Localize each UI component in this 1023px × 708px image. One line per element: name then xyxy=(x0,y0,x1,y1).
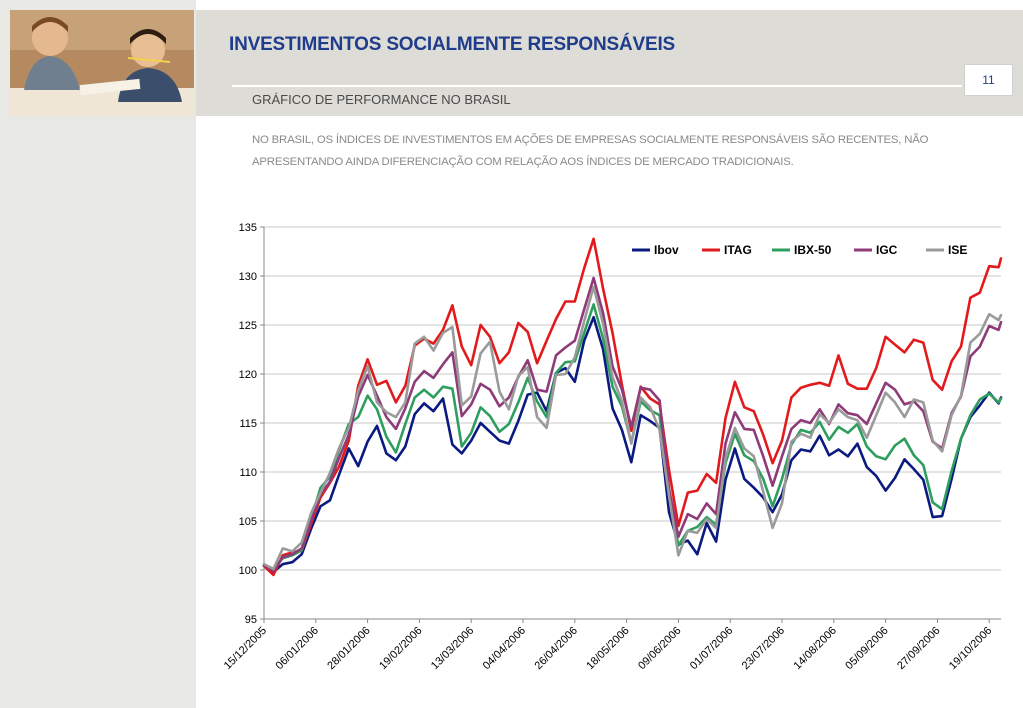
description-text: NO BRASIL, OS ÍNDICES DE INVESTIMENTOS E… xyxy=(252,134,929,168)
y-tick-label: 115 xyxy=(239,418,257,430)
legend-label: ITAG xyxy=(724,243,752,257)
performance-line-chart: 95 100 105 110 115 120 125 130 135 15/12/2005 06/0… xyxy=(222,222,1003,672)
page-title: INVESTIMENTOS SOCIALMENTE RESPONSÁVEIS xyxy=(229,34,676,55)
y-tick-label: 95 xyxy=(245,614,257,626)
header-divider xyxy=(232,85,962,87)
y-tick-label: 130 xyxy=(239,271,257,283)
y-tick-label: 135 xyxy=(239,222,257,234)
legend-label: Ibov xyxy=(654,243,679,257)
y-tick-label: 125 xyxy=(239,320,257,332)
y-tick-label: 120 xyxy=(239,369,257,381)
page-subtitle: GRÁFICO DE PERFORMANCE NO BRASIL xyxy=(252,92,511,107)
y-tick-label: 110 xyxy=(239,467,257,479)
x-tick-label: 09/06/2006 xyxy=(636,625,683,672)
x-tick-label: 19/10/2006 xyxy=(947,625,994,672)
page-number: 11 xyxy=(964,64,1013,96)
legend-label: IBX-50 xyxy=(794,243,832,257)
x-tick-label: 27/09/2006 xyxy=(895,625,942,672)
x-tick-label: 04/04/2006 xyxy=(481,625,528,672)
y-tick-label: 100 xyxy=(239,565,257,577)
sidebar-panel xyxy=(0,0,196,708)
x-tick-label: 01/07/2006 xyxy=(688,625,735,672)
x-tick-label: 13/03/2006 xyxy=(429,625,476,672)
x-tick-label: 14/08/2006 xyxy=(792,625,839,672)
legend-label: ISE xyxy=(948,243,967,257)
legend-label: IGC xyxy=(876,243,898,257)
header-band xyxy=(196,10,1023,116)
x-tick-label: 18/05/2006 xyxy=(584,625,631,672)
x-tick-label: 23/07/2006 xyxy=(740,625,787,672)
chart-legend: Ibov ITAG IBX-50 IGC ISE xyxy=(632,243,967,257)
y-tick-label: 105 xyxy=(239,516,257,528)
series-line-igc xyxy=(262,276,1003,573)
x-tick-label: 15/12/2005 xyxy=(222,625,269,672)
series-line-ibov xyxy=(262,315,1003,574)
x-tick-label: 28/01/2006 xyxy=(325,625,372,672)
chart-series xyxy=(262,237,1003,577)
x-tick-label: 26/04/2006 xyxy=(533,625,580,672)
header-photo xyxy=(10,10,194,116)
x-tick-label: 19/02/2006 xyxy=(377,625,424,672)
x-tick-label: 05/09/2006 xyxy=(843,625,890,672)
x-tick-label: 06/01/2006 xyxy=(274,625,321,672)
series-line-ise xyxy=(262,285,1003,571)
